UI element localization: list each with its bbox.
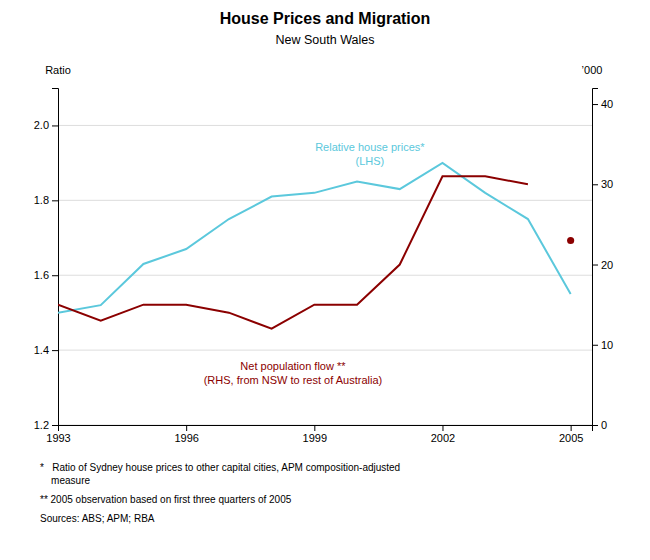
- y2-axis: 0 10 20 30 40: [592, 89, 613, 432]
- axis-line: [593, 89, 599, 426]
- line: [58, 163, 571, 313]
- tick: 2005: [559, 425, 583, 444]
- grid-line: [58, 275, 592, 276]
- tick-label: 30: [601, 178, 613, 190]
- grid: [58, 125, 592, 425]
- tick-mark: [52, 125, 58, 126]
- axis-line: [59, 426, 593, 432]
- tick-mark: [592, 425, 598, 426]
- annotation: Relative house prices*: [315, 141, 425, 153]
- point: [567, 237, 574, 244]
- tick-label: 1.6: [34, 269, 49, 281]
- tick: 30: [592, 178, 613, 190]
- tick: 1.8: [34, 194, 58, 206]
- tick-label: 1993: [46, 432, 70, 444]
- tick-label: 1.4: [34, 344, 49, 356]
- tick: 1.6: [34, 269, 58, 281]
- tick-label: 10: [601, 339, 613, 351]
- tick: 2002: [431, 425, 455, 444]
- tick: 0: [592, 419, 607, 431]
- grid-line: [58, 350, 592, 351]
- tick-mark: [571, 425, 572, 431]
- tick-label: 40: [601, 98, 613, 110]
- grid-line: [58, 200, 592, 201]
- tick-mark: [52, 275, 58, 276]
- axis-line: [52, 89, 59, 426]
- tick-mark: [52, 350, 58, 351]
- tick: 1.2: [34, 419, 58, 431]
- tick: 1993: [46, 425, 70, 444]
- tick: 10: [592, 339, 613, 351]
- tick-label: 1996: [174, 432, 198, 444]
- footnote: ** 2005 observation based on first three…: [40, 494, 292, 505]
- plot: 1993 1996 1999 2002 2005 1.2 1.4 1.6 1.8 2.0 0 10 20…: [34, 64, 614, 444]
- tick-mark: [52, 200, 58, 201]
- annotation: (LHS): [355, 155, 384, 167]
- line: [58, 176, 528, 328]
- tick-label: 1.2: [34, 419, 49, 431]
- tick-mark: [592, 104, 598, 105]
- tick: 1999: [303, 425, 327, 444]
- title: House Prices and Migration: [220, 10, 431, 27]
- marks: [58, 163, 574, 329]
- footnote: * Ratio of Sydney house prices to other …: [40, 462, 400, 473]
- tick-label: 2005: [559, 432, 583, 444]
- y-axis: 1.2 1.4 1.6 1.8 2.0: [34, 89, 59, 432]
- tick: 2.0: [34, 119, 58, 131]
- footnote: measure: [40, 475, 90, 486]
- tick-mark: [442, 425, 443, 431]
- y-axis-label: Ratio: [45, 64, 71, 76]
- y2-axis-label: ’000: [582, 64, 603, 76]
- tick-mark: [314, 425, 315, 431]
- tick-mark: [592, 265, 598, 266]
- x-axis: 1993 1996 1999 2002 2005: [46, 425, 592, 444]
- tick: 20: [592, 259, 613, 271]
- tick-label: 1.8: [34, 194, 49, 206]
- tick-label: 2.0: [34, 119, 49, 131]
- tick-mark: [186, 425, 187, 431]
- annotation: (RHS, from NSW to rest of Australia): [204, 374, 382, 386]
- subtitle: New South Wales: [276, 33, 375, 47]
- tick-label: 2002: [431, 432, 455, 444]
- tick: 40: [592, 98, 613, 110]
- tick: 1996: [174, 425, 198, 444]
- tick-mark: [592, 184, 598, 185]
- footnote: Sources: ABS; APM; RBA: [40, 513, 155, 524]
- annotations: Relative house prices* (LHS) Net populatio…: [204, 141, 426, 386]
- tick-mark: [52, 425, 58, 426]
- chart: House Prices and Migration New South Wale…: [0, 0, 650, 560]
- tick-mark: [592, 345, 598, 346]
- footnotes: * Ratio of Sydney house prices to other …: [40, 462, 400, 524]
- annotation: Net population flow **: [240, 360, 346, 372]
- tick-label: 0: [601, 419, 607, 431]
- grid-line: [58, 125, 592, 126]
- tick-label: 1999: [303, 432, 327, 444]
- tick: 1.4: [34, 344, 58, 356]
- tick-label: 20: [601, 259, 613, 271]
